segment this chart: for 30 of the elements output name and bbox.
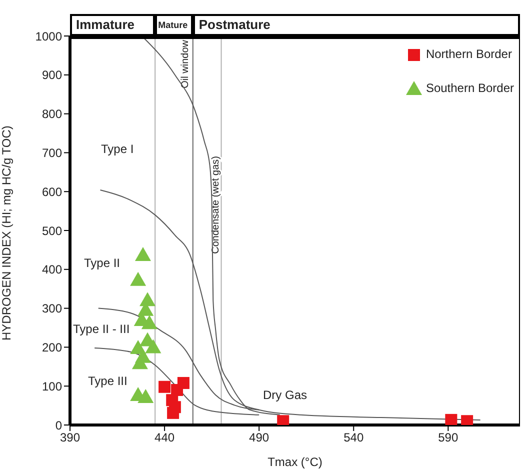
annotation: Type II bbox=[84, 256, 120, 270]
annotation: Dry Gas bbox=[263, 388, 308, 402]
y-tick-label: 0 bbox=[55, 418, 62, 432]
y-tick-label: 1000 bbox=[35, 29, 62, 44]
annotation: Type I bbox=[101, 142, 134, 156]
x-tick-label: 540 bbox=[344, 430, 364, 445]
ref-line-label: Oil window bbox=[180, 39, 191, 88]
x-axis-title: Tmax (°C) bbox=[268, 455, 322, 469]
text: Mature bbox=[158, 20, 188, 30]
ref-line-label: Condensate (wet gas) bbox=[210, 156, 222, 254]
text: Immature bbox=[76, 17, 135, 32]
y-tick-label: 300 bbox=[42, 302, 62, 316]
text: Postmature bbox=[198, 17, 270, 32]
y-tick-label: 800 bbox=[42, 107, 62, 122]
x-tick-label: 390 bbox=[60, 430, 80, 445]
y-tick-label: 900 bbox=[42, 68, 62, 82]
x-tick-label: 590 bbox=[438, 430, 458, 445]
legend-label: Southern Border bbox=[426, 81, 514, 95]
y-tick-label: 500 bbox=[42, 224, 62, 238]
x-tick-label: 440 bbox=[154, 430, 175, 445]
y-tick-label: 200 bbox=[42, 340, 62, 354]
y-tick-label: 700 bbox=[42, 146, 62, 160]
y-tick-label: 100 bbox=[42, 379, 62, 394]
x-tick-label: 490 bbox=[249, 430, 270, 445]
annotation: Type II - III bbox=[73, 322, 130, 336]
y-tick-label: 400 bbox=[42, 262, 62, 277]
annotation: Type III bbox=[88, 374, 128, 388]
legend-label: Northern Border bbox=[426, 47, 512, 61]
y-tick-label: 600 bbox=[42, 184, 62, 199]
y-axis-title: HYDROGEN INDEX (HI; mg HC/g TOC) bbox=[0, 126, 14, 340]
